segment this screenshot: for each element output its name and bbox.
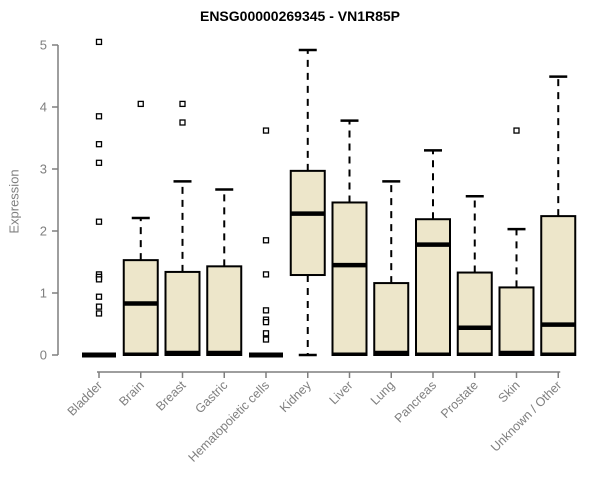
outlier-point	[95, 310, 103, 317]
y-tick-label: 4	[40, 100, 47, 115]
chart-title: ENSG00000269345 - VN1R85P	[199, 8, 401, 24]
iqr-box	[540, 215, 577, 356]
x-tick-label-gastric: Gastric	[192, 378, 230, 416]
iqr-box	[415, 218, 451, 356]
box-pancreas	[415, 149, 451, 356]
outlier-point	[262, 336, 270, 343]
x-tick-label-brain: Brain	[116, 378, 147, 409]
y-tick-label: 5	[40, 38, 47, 53]
outlier-point	[262, 237, 270, 244]
box-liver	[331, 119, 368, 356]
iqr-box	[373, 282, 410, 356]
outlier-point	[95, 141, 103, 148]
x-tick-label-unknown-other: Unknown / Other	[488, 378, 564, 454]
x-tick-label-pancreas: Pancreas	[392, 378, 439, 425]
iqr-box	[164, 270, 201, 357]
outlier-point	[137, 100, 144, 108]
collapsed-box-bar	[249, 352, 283, 358]
y-tick-label: 2	[40, 224, 47, 239]
outlier-point	[262, 307, 270, 314]
box-bladder	[82, 38, 116, 358]
outlier-point	[262, 318, 270, 326]
box-hematopoietic-cells	[249, 127, 283, 358]
outlier-point	[95, 38, 103, 46]
x-tick-label-prostate: Prostate	[438, 378, 481, 421]
outlier-point	[179, 119, 186, 126]
outlier-point	[262, 271, 270, 278]
outlier-point	[95, 218, 103, 225]
x-tick-label-skin: Skin	[496, 378, 523, 405]
outlier-point	[95, 113, 103, 120]
outlier-point	[95, 276, 103, 283]
outlier-point	[95, 303, 103, 310]
box-breast	[164, 100, 201, 357]
y-tick-label: 3	[40, 162, 47, 177]
iqr-box	[331, 201, 368, 356]
iqr-box	[456, 271, 493, 357]
outlier-point	[179, 100, 186, 108]
box-unknown-other	[540, 75, 577, 356]
x-tick-label-liver: Liver	[327, 378, 356, 407]
y-tick-label: 1	[40, 286, 47, 301]
collapsed-box-bar	[82, 352, 116, 358]
y-tick-label: 0	[40, 348, 47, 363]
iqr-box	[206, 265, 243, 356]
x-tick-label-bladder: Bladder	[65, 378, 105, 418]
x-tick-label-kidney: Kidney	[277, 378, 314, 415]
outlier-point	[262, 330, 270, 337]
box-skin	[498, 127, 535, 357]
outlier-point	[262, 127, 270, 134]
outlier-point	[95, 159, 103, 166]
iqr-box	[289, 169, 326, 277]
outlier-point	[95, 293, 103, 300]
iqr-box	[498, 286, 535, 357]
x-tick-label-hematopoietic-cells: Hematopoietic cells	[186, 378, 273, 465]
box-brain	[122, 100, 159, 357]
box-lung	[373, 180, 410, 356]
box-gastric	[206, 188, 243, 356]
box-prostate	[456, 195, 493, 357]
x-tick-label-lung: Lung	[368, 378, 398, 408]
iqr-box	[122, 259, 159, 357]
box-kidney	[289, 48, 326, 357]
outlier-point	[513, 127, 520, 134]
y-axis: 0 1 2 3 4 5	[40, 38, 59, 363]
x-tick-label-breast: Breast	[153, 378, 189, 414]
